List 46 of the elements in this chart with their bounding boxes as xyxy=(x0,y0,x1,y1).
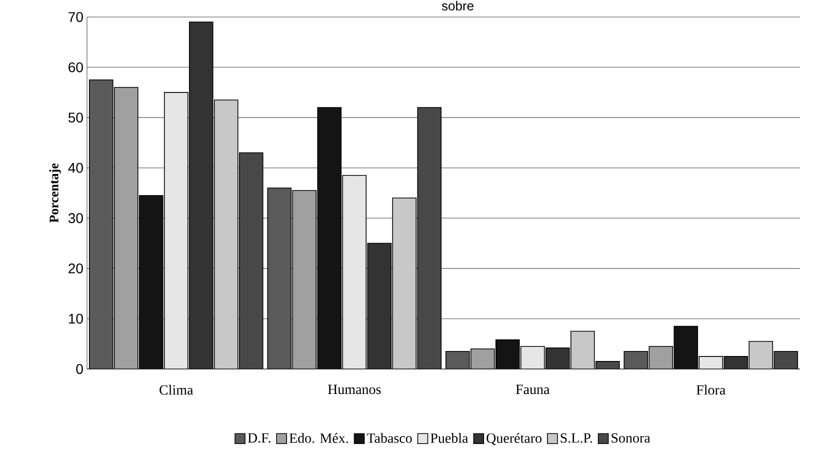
bar xyxy=(292,190,317,369)
bar xyxy=(520,346,545,369)
y-tick-label: 0 xyxy=(76,364,83,374)
y-tick-label: 50 xyxy=(68,112,83,123)
legend-label: D.F. xyxy=(248,433,270,443)
bar xyxy=(188,22,214,369)
y-tick-label: 10 xyxy=(68,314,83,324)
bar xyxy=(114,86,138,369)
bar xyxy=(570,330,595,369)
y-tick-label: 30 xyxy=(68,213,83,224)
x-tick-label: Flora xyxy=(696,384,726,395)
chart-title: sobre xyxy=(442,0,474,10)
legend-label: Edo. Méx. xyxy=(289,433,348,443)
y-axis-title: Porcentaje xyxy=(49,164,62,223)
legend-label: Sonora xyxy=(612,433,650,443)
bar xyxy=(470,348,495,369)
x-tick-label: Fauna xyxy=(516,384,550,394)
legend-label: Tabasco xyxy=(366,433,412,443)
bar xyxy=(88,79,114,369)
bar xyxy=(392,198,417,369)
bar xyxy=(367,242,392,369)
bar xyxy=(417,107,442,369)
legend-label: Querétaro xyxy=(486,433,542,446)
x-tick-label: Clima xyxy=(160,384,194,395)
y-tick-label: 20 xyxy=(68,263,83,274)
legend-label: Puebla xyxy=(430,433,468,443)
bar xyxy=(648,346,674,369)
bar xyxy=(495,339,520,369)
bar xyxy=(748,340,774,369)
bar xyxy=(238,152,264,369)
bar xyxy=(317,107,342,369)
bar xyxy=(445,351,470,369)
y-tick-label: 70 xyxy=(68,12,83,22)
bar xyxy=(138,195,164,369)
bar xyxy=(214,100,238,369)
y-tick-label: 60 xyxy=(68,62,83,72)
bar xyxy=(342,175,367,369)
bar xyxy=(624,351,648,369)
bar xyxy=(674,326,698,369)
y-tick-label: 40 xyxy=(68,162,83,173)
x-tick-label: Humanos xyxy=(328,384,381,394)
legend-label: S.L.P. xyxy=(560,433,592,443)
bar xyxy=(164,92,188,369)
bar xyxy=(545,347,570,369)
bar xyxy=(267,188,292,369)
bar xyxy=(774,351,798,369)
